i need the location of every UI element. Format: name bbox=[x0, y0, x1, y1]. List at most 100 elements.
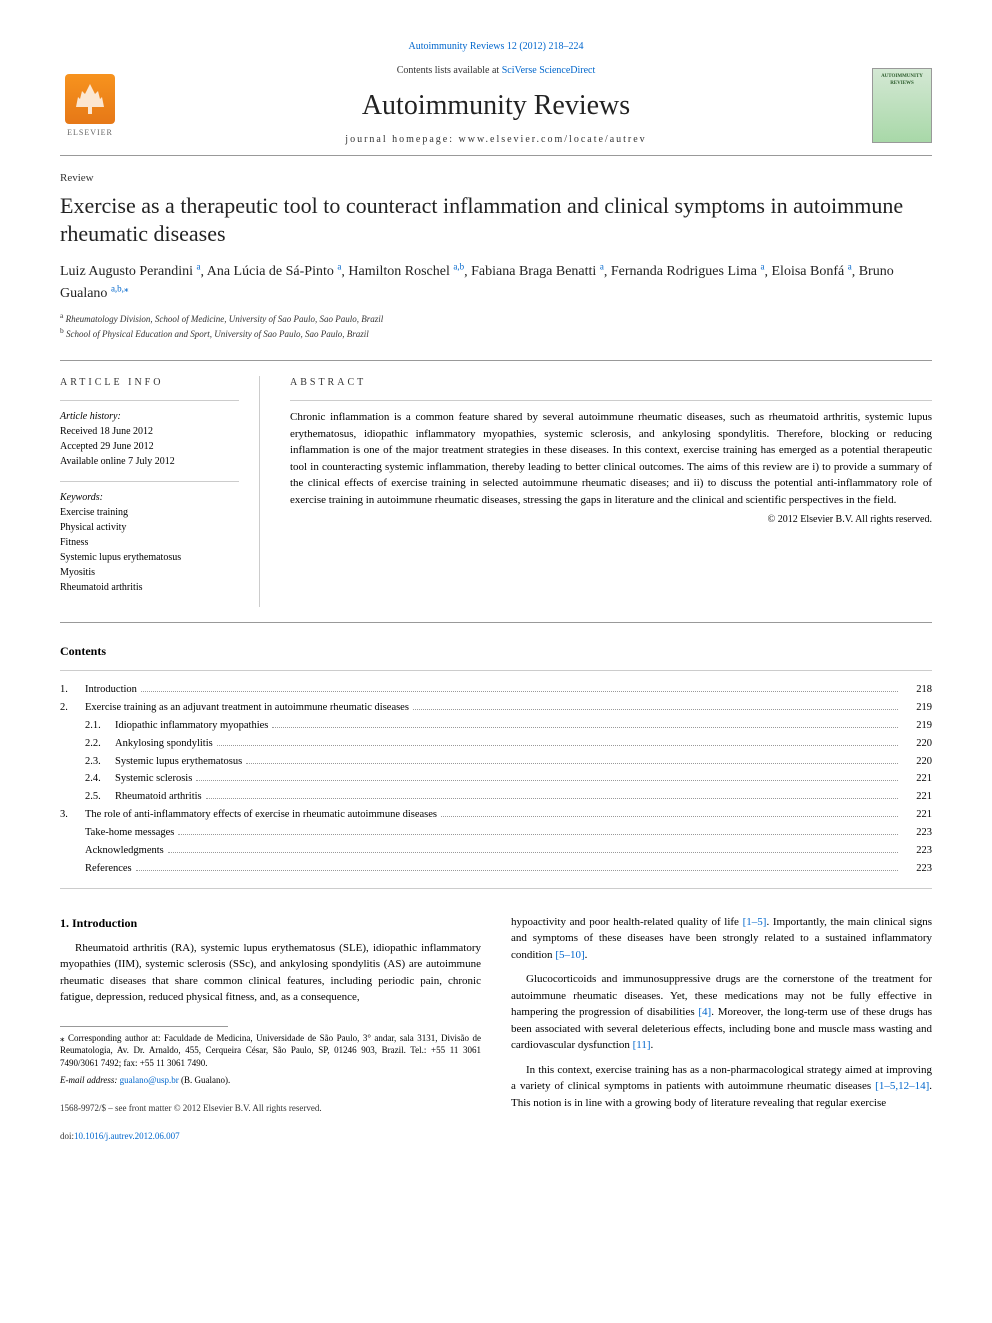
keyword: Systemic lupus erythematosus bbox=[60, 550, 239, 565]
keyword: Rheumatoid arthritis bbox=[60, 580, 239, 595]
cover-title: AUTOIMMUNITY REVIEWS bbox=[873, 73, 931, 87]
toc-dots bbox=[272, 727, 898, 728]
toc-page: 221 bbox=[902, 770, 932, 788]
intro-p4: In this context, exercise training has a… bbox=[511, 1062, 932, 1112]
corresponding-text: Corresponding author at: Faculdade de Me… bbox=[60, 1033, 481, 1068]
email-author: (B. Gualano). bbox=[181, 1075, 230, 1085]
toc-entry[interactable]: 2.3.Systemic lupus erythematosus 220 bbox=[60, 753, 932, 771]
toc-entry[interactable]: 3.The role of anti-inflammatory effects … bbox=[60, 806, 932, 824]
authors-list: Luiz Augusto Perandini a, Ana Lúcia de S… bbox=[60, 261, 932, 304]
abstract-copyright: © 2012 Elsevier B.V. All rights reserved… bbox=[290, 513, 932, 527]
footnote-separator bbox=[60, 1026, 228, 1027]
toc-entry[interactable]: Take-home messages223 bbox=[60, 824, 932, 842]
article-info-heading: ARTICLE INFO bbox=[60, 376, 239, 390]
ref-link-11[interactable]: [11] bbox=[633, 1039, 651, 1051]
publisher-logo: ELSEVIER bbox=[60, 71, 120, 141]
author: Fernanda Rodrigues Lima a bbox=[611, 264, 765, 279]
banner-center: Contents lists available at SciVerse Sci… bbox=[120, 64, 872, 147]
journal-name: Autoimmunity Reviews bbox=[120, 86, 872, 125]
toc-page: 219 bbox=[902, 717, 932, 735]
toc-entry[interactable]: 2.Exercise training as an adjuvant treat… bbox=[60, 699, 932, 717]
intro-p3: Glucocorticoids and immunosuppressive dr… bbox=[511, 971, 932, 1054]
toc-number: 2. bbox=[60, 699, 85, 717]
journal-banner: ELSEVIER Contents lists available at Sci… bbox=[60, 64, 932, 156]
toc-label: Systemic sclerosis bbox=[115, 770, 192, 788]
author-affiliation-sup: a bbox=[600, 262, 604, 272]
doi-link[interactable]: 10.1016/j.autrev.2012.06.007 bbox=[74, 1131, 180, 1141]
article-title: Exercise as a therapeutic tool to counte… bbox=[60, 192, 932, 249]
corresponding-author-footnote: ⁎ Corresponding author at: Faculdade de … bbox=[60, 1032, 481, 1070]
keyword: Fitness bbox=[60, 535, 239, 550]
toc-label: The role of anti-inflammatory effects of… bbox=[85, 806, 437, 824]
info-abstract-row: ARTICLE INFO Article history: Received 1… bbox=[60, 360, 932, 623]
toc-label: Systemic lupus erythematosus bbox=[115, 753, 242, 771]
toc-entry[interactable]: References 223 bbox=[60, 860, 932, 878]
toc-entry[interactable]: 2.4.Systemic sclerosis 221 bbox=[60, 770, 932, 788]
toc-dots bbox=[413, 709, 898, 710]
toc-entry[interactable]: 2.2.Ankylosing spondylitis220 bbox=[60, 735, 932, 753]
doi-label: doi: bbox=[60, 1131, 74, 1141]
issn-line: 1568-9972/$ – see front matter © 2012 El… bbox=[60, 1102, 481, 1116]
email-footnote: E-mail address: gualano@usp.br (B. Guala… bbox=[60, 1074, 481, 1087]
toc-number: 2.3. bbox=[85, 753, 115, 771]
body-left-column: 1. Introduction Rheumatoid arthritis (RA… bbox=[60, 914, 481, 1144]
author-affiliation-sup: a bbox=[761, 262, 765, 272]
toc-page: 220 bbox=[902, 753, 932, 771]
ref-link-4[interactable]: [4] bbox=[698, 1006, 711, 1018]
elsevier-tree-icon bbox=[65, 74, 115, 124]
toc-entry[interactable]: 2.1.Idiopathic inflammatory myopathies21… bbox=[60, 717, 932, 735]
toc-dots bbox=[178, 834, 898, 835]
affiliation-line: b School of Physical Education and Sport… bbox=[60, 326, 932, 341]
keywords-label: Keywords: bbox=[60, 490, 239, 505]
sciencedirect-link[interactable]: SciVerse ScienceDirect bbox=[502, 65, 596, 76]
keywords-section: Keywords: Exercise trainingPhysical acti… bbox=[60, 490, 239, 595]
toc-label: Introduction bbox=[85, 681, 137, 699]
toc-label: Acknowledgments bbox=[85, 842, 164, 860]
footnote-star: ⁎ bbox=[60, 1033, 65, 1043]
toc-label: Exercise training as an adjuvant treatme… bbox=[85, 699, 409, 717]
intro-p1: Rheumatoid arthritis (RA), systemic lupu… bbox=[60, 940, 481, 1006]
toc-page: 221 bbox=[902, 806, 932, 824]
email-link[interactable]: gualano@usp.br bbox=[120, 1075, 179, 1085]
author-affiliation-sup: a bbox=[848, 262, 852, 272]
toc-page: 223 bbox=[902, 824, 932, 842]
keyword: Myositis bbox=[60, 565, 239, 580]
toc-number: 2.4. bbox=[85, 770, 115, 788]
toc-label: Ankylosing spondylitis bbox=[115, 735, 213, 753]
toc-label: Rheumatoid arthritis bbox=[115, 788, 202, 806]
history-label: Article history: bbox=[60, 409, 239, 424]
ref-link-5-10[interactable]: [5–10] bbox=[555, 949, 584, 961]
ref-link-1-5[interactable]: [1–5] bbox=[743, 916, 767, 928]
toc-entry[interactable]: 1.Introduction 218 bbox=[60, 681, 932, 699]
abstract-text: Chronic inflammation is a common feature… bbox=[290, 409, 932, 508]
toc-page: 221 bbox=[902, 788, 932, 806]
toc-dots bbox=[141, 691, 898, 692]
toc-dots bbox=[206, 798, 898, 799]
toc-page: 220 bbox=[902, 735, 932, 753]
toc-page: 218 bbox=[902, 681, 932, 699]
article-type: Review bbox=[60, 171, 932, 186]
toc-label: Idiopathic inflammatory myopathies bbox=[115, 717, 268, 735]
citation-link[interactable]: Autoimmunity Reviews 12 (2012) 218–224 bbox=[409, 41, 584, 52]
publisher-name: ELSEVIER bbox=[67, 127, 113, 138]
toc-page: 223 bbox=[902, 842, 932, 860]
toc-dots bbox=[217, 745, 898, 746]
toc-entry[interactable]: 2.5.Rheumatoid arthritis221 bbox=[60, 788, 932, 806]
online-date: Available online 7 July 2012 bbox=[60, 454, 239, 469]
author-affiliation-sup: a,b, bbox=[111, 283, 124, 293]
toc-number: 3. bbox=[60, 806, 85, 824]
author: Hamilton Roschel a,b bbox=[348, 264, 464, 279]
toc-label: References bbox=[85, 860, 132, 878]
author: Fabiana Braga Benatti a bbox=[471, 264, 604, 279]
ref-link-1-5-12-14[interactable]: [1–5,12–14] bbox=[875, 1080, 929, 1092]
toc-page: 223 bbox=[902, 860, 932, 878]
intro-heading: 1. Introduction bbox=[60, 914, 481, 932]
toc-dots bbox=[196, 780, 898, 781]
toc-number: 1. bbox=[60, 681, 85, 699]
author-affiliation-sup: a bbox=[197, 262, 201, 272]
corresponding-star: ⁎ bbox=[124, 283, 129, 293]
toc-page: 219 bbox=[902, 699, 932, 717]
toc-entry[interactable]: Acknowledgments 223 bbox=[60, 842, 932, 860]
table-of-contents: 1.Introduction2182.Exercise training as … bbox=[60, 670, 932, 888]
article-history: Article history: Received 18 June 2012 A… bbox=[60, 409, 239, 469]
